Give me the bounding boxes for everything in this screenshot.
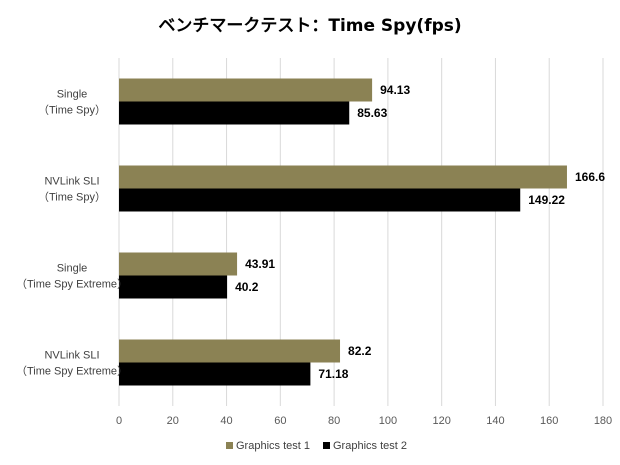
category-label: NVLink SLI [44, 176, 99, 188]
x-tick-label: 160 [540, 415, 558, 427]
data-label: 85.63 [357, 106, 387, 120]
category-label: NVLink SLI [44, 350, 99, 362]
category-label: （Time Spy） [38, 191, 106, 204]
bar [119, 275, 228, 299]
data-label: 82.2 [348, 344, 372, 358]
x-tick-label: 80 [328, 415, 340, 427]
data-label: 94.13 [380, 83, 410, 97]
category-labels: Single （Time Spy） NVLink SLI （Time Spy） Sing… [16, 89, 128, 378]
bar [119, 188, 521, 212]
legend-label: Graphics test 2 [333, 440, 407, 452]
x-tick-label: 180 [594, 415, 612, 427]
x-tick-label: 100 [379, 415, 397, 427]
x-tick-label: 120 [432, 415, 450, 427]
data-label: 40.2 [235, 280, 259, 294]
data-label: 71.18 [318, 367, 348, 381]
category-label: Single [57, 263, 88, 275]
x-tick-label: 60 [274, 415, 286, 427]
legend-swatch [323, 442, 330, 449]
category-label: （Time Spy Extreme） [16, 365, 128, 378]
legend: Graphics test 1 Graphics test 2 [226, 440, 407, 452]
data-labels: 94.13 85.63 166.6 149.22 43.91 40.2 82.271.18 [235, 83, 605, 381]
bar [119, 165, 567, 189]
bar [119, 101, 350, 125]
x-tick-label: 0 [116, 415, 122, 427]
bar [119, 339, 341, 363]
data-label: 166.6 [575, 170, 605, 184]
category-label: （Time Spy） [38, 104, 106, 117]
bar [119, 78, 373, 102]
data-label: 149.22 [528, 193, 565, 207]
x-axis-ticks: 0 20 40 60 80 100 120 140 160 180 [116, 415, 612, 427]
chart-title: ベンチマークテスト：Time Spy(fps) [158, 16, 461, 36]
bars [119, 78, 567, 386]
x-tick-label: 140 [486, 415, 504, 427]
x-tick-label: 40 [220, 415, 232, 427]
bar [119, 252, 238, 276]
bar [119, 362, 311, 386]
x-tick-label: 20 [167, 415, 179, 427]
data-label: 43.91 [245, 257, 275, 271]
legend-swatch [226, 442, 233, 449]
legend-label: Graphics test 1 [236, 440, 310, 452]
category-label: （Time Spy Extreme） [16, 278, 128, 291]
category-label: Single [57, 89, 88, 101]
